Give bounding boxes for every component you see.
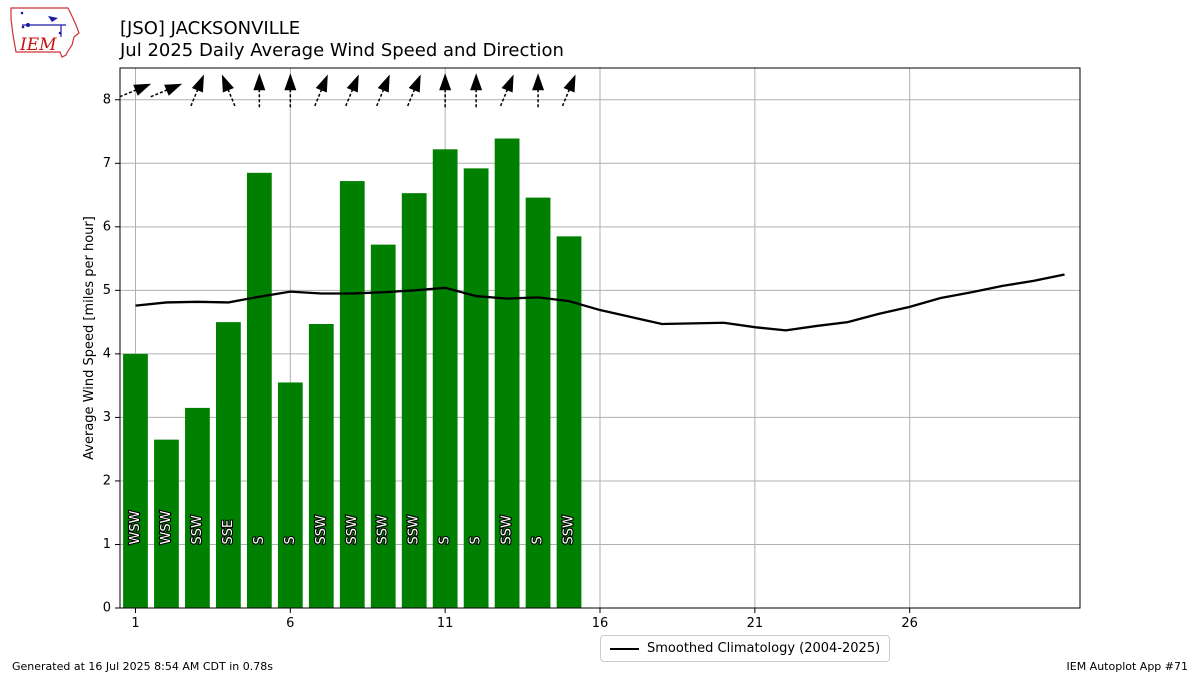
wind-direction-arrow (314, 74, 328, 107)
arrow-head (284, 73, 297, 91)
wind-bar (154, 439, 179, 608)
x-tick-label: 21 (747, 616, 764, 631)
direction-label: SSW (376, 515, 391, 545)
x-tick-label: 6 (286, 616, 294, 631)
wind-direction-arrow (499, 74, 514, 107)
wind-direction-arrow (119, 83, 152, 98)
wind-bar (277, 382, 303, 608)
wind-direction-arrow (561, 74, 576, 107)
wind-bar (308, 324, 334, 608)
arrow-head (439, 73, 452, 91)
wind-direction-arrow (406, 74, 421, 107)
x-tick-label: 11 (437, 616, 454, 631)
wind-bar (216, 322, 241, 608)
wind-bar (432, 149, 458, 609)
direction-label: SSW (190, 515, 205, 545)
legend-line-swatch (610, 647, 639, 650)
y-tick-label: 6 (103, 219, 111, 234)
direction-label: SSW (345, 515, 360, 545)
arrow-head (221, 74, 234, 93)
arrow-head (377, 74, 390, 93)
wind-bar (339, 181, 365, 609)
arrow-head (164, 83, 183, 96)
direction-label: WSW (128, 510, 143, 544)
arrow-head (133, 83, 152, 96)
wind-direction-arrow (253, 73, 266, 108)
wind-direction-arrow (439, 73, 452, 108)
arrow-head (346, 74, 359, 93)
x-tick-label: 16 (592, 616, 609, 631)
direction-label: SSW (314, 515, 329, 545)
wind-bar (525, 197, 551, 608)
y-tick-label: 2 (103, 473, 111, 488)
arrow-head (563, 74, 576, 93)
y-tick-label: 7 (103, 156, 111, 171)
y-tick-label: 4 (103, 346, 111, 361)
direction-label: SSE (221, 520, 236, 545)
wind-bar (494, 138, 520, 609)
y-tick-label: 1 (103, 537, 111, 552)
direction-label: WSW (159, 510, 174, 544)
wind-direction-arrow (470, 73, 483, 108)
y-tick-label: 3 (103, 410, 111, 425)
generated-timestamp: Generated at 16 Jul 2025 8:54 AM CDT in … (12, 660, 273, 673)
chart-legend: Smoothed Climatology (2004-2025) (600, 635, 891, 662)
direction-label: S (469, 536, 484, 544)
legend-label: Smoothed Climatology (2004-2025) (647, 641, 881, 656)
direction-label: S (438, 536, 453, 544)
arrow-head (470, 73, 483, 91)
wind-direction-arrow (345, 74, 359, 107)
y-axis-label: Average Wind Speed [miles per hour] (82, 216, 97, 460)
wind-bar (123, 353, 148, 608)
wind-bar (556, 236, 582, 608)
chart-subtitle: Jul 2025 Daily Average Wind Speed and Di… (120, 40, 564, 61)
wind-direction-arrow (532, 73, 545, 108)
iem-logo: IEM (10, 7, 80, 58)
arrow-head (253, 73, 266, 91)
wind-direction-arrow (284, 73, 297, 108)
arrow-head (532, 73, 545, 91)
direction-label: SSW (407, 515, 422, 545)
wind-bar (370, 244, 396, 609)
wind-direction-arrow (150, 83, 183, 98)
iem-logo-text: IEM (19, 35, 57, 55)
climatology-line (135, 273, 1065, 332)
app-credit: IEM Autoplot App #71 (1066, 660, 1189, 673)
chart-title: [JSO] JACKSONVILLE (120, 18, 301, 39)
x-tick-label: 26 (901, 616, 918, 631)
y-tick-label: 0 (103, 601, 111, 616)
direction-label: S (283, 536, 298, 544)
arrow-head (408, 74, 421, 93)
y-tick-label: 8 (103, 92, 111, 107)
direction-label: S (252, 536, 267, 544)
wind-bar (463, 168, 489, 608)
wind-direction-arrow (190, 74, 204, 107)
iowa-state-outline-icon (10, 7, 80, 58)
arrow-head (191, 74, 204, 93)
direction-label: SSW (500, 515, 515, 545)
wind-bar (246, 172, 272, 608)
direction-label: SSW (562, 515, 577, 545)
wind-bar (401, 193, 427, 608)
wind-direction-arrow (376, 74, 390, 107)
y-tick-label: 5 (103, 283, 111, 298)
wind-bar (185, 407, 210, 608)
arrow-head (501, 74, 514, 93)
x-tick-label: 1 (131, 616, 139, 631)
direction-label: S (531, 536, 546, 544)
arrow-head (315, 74, 328, 93)
wind-direction-arrow (221, 74, 236, 107)
